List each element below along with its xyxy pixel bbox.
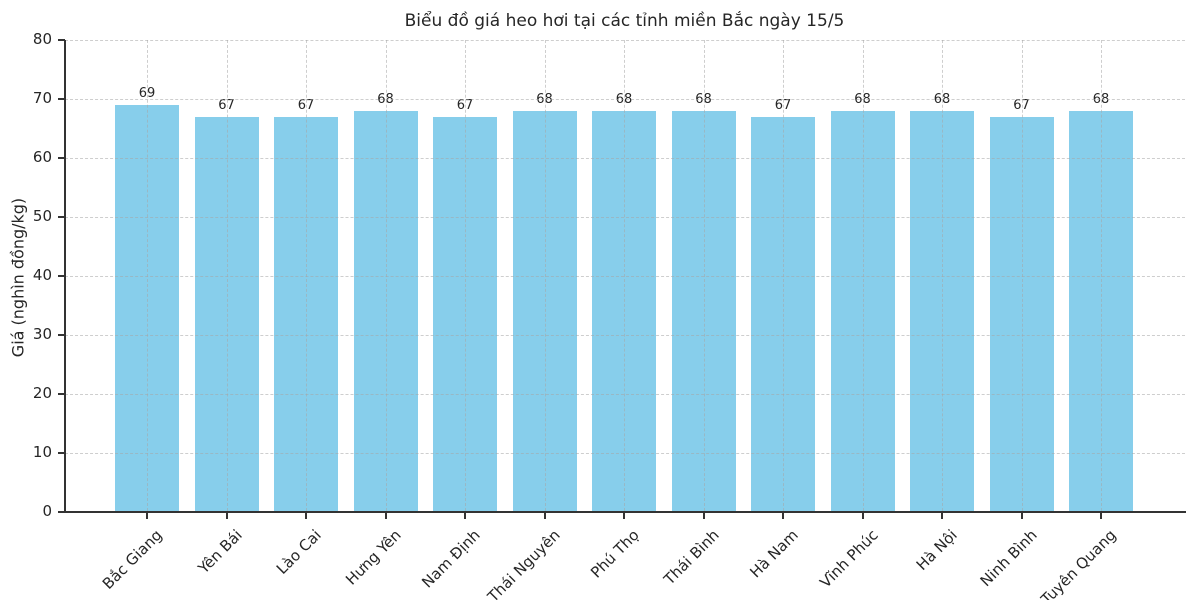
y-tick-label: 50 bbox=[32, 207, 52, 225]
x-tick-mark bbox=[1020, 513, 1023, 519]
x-tick-label: Hà Nam bbox=[746, 526, 802, 582]
chart-title: Biểu đồ giá heo hơi tại các tỉnh miền Bắ… bbox=[404, 11, 845, 31]
y-tick-mark bbox=[58, 39, 65, 41]
bar-value-label: 67 bbox=[297, 97, 315, 113]
x-tick-mark bbox=[702, 513, 705, 519]
x-tick-mark bbox=[146, 513, 148, 519]
x-tick-mark bbox=[861, 513, 864, 519]
bar-value-label: 67 bbox=[456, 97, 474, 113]
y-tick-label: 30 bbox=[32, 325, 52, 343]
x-axis-spine bbox=[64, 511, 1186, 513]
x-tick-label: Thái Nguyên bbox=[483, 526, 564, 600]
x-tick-label: Vĩnh Phúc bbox=[815, 526, 882, 592]
x-tick-mark bbox=[384, 513, 387, 519]
x-tick-label: Nam Định bbox=[418, 526, 484, 592]
y-tick-mark bbox=[58, 511, 65, 513]
x-tick-mark bbox=[225, 513, 228, 519]
y-tick-mark bbox=[58, 275, 65, 277]
x-tick-label: Bắc Giang bbox=[98, 526, 166, 593]
x-tick-mark bbox=[464, 513, 466, 519]
y-tick-mark bbox=[58, 98, 65, 100]
y-tick-mark bbox=[58, 157, 65, 159]
y-tick-label: 0 bbox=[42, 502, 52, 520]
x-tick-label: Hưng Yên bbox=[341, 526, 405, 589]
x-tick-label: Hà Nội bbox=[912, 526, 961, 574]
x-tick-mark bbox=[1100, 513, 1102, 519]
y-tick-label: 70 bbox=[32, 89, 52, 107]
x-tick-label: Thái Bình bbox=[659, 526, 723, 589]
x-tick-label: Yên Bái bbox=[194, 526, 246, 578]
y-tick-mark bbox=[58, 452, 65, 454]
x-tick-mark bbox=[941, 513, 943, 519]
y-tick-mark bbox=[58, 393, 65, 395]
y-tick-mark bbox=[58, 334, 65, 336]
y-tick-label: 80 bbox=[32, 30, 52, 48]
bar-value-label: 67 bbox=[1013, 97, 1030, 113]
x-tick-label: Lào Cai bbox=[272, 526, 325, 578]
x-tick-mark bbox=[782, 513, 784, 519]
y-tick-label: 60 bbox=[32, 148, 52, 166]
bar-value-label: 67 bbox=[774, 97, 792, 113]
bar-value-label: 69 bbox=[138, 85, 156, 101]
x-tick-label: Tuyên Quang bbox=[1037, 526, 1120, 600]
bar-value-label: 67 bbox=[218, 97, 235, 113]
y-tick-label: 10 bbox=[32, 443, 52, 461]
x-tick-mark bbox=[305, 513, 307, 519]
x-tick-label: Ninh Bình bbox=[976, 526, 1041, 591]
y-tick-label: 40 bbox=[32, 266, 52, 284]
y-tick-mark bbox=[58, 216, 65, 218]
y-tick-label: 20 bbox=[32, 384, 52, 402]
x-tick-mark bbox=[543, 513, 546, 519]
x-tick-label: Phú Thọ bbox=[587, 526, 643, 582]
x-tick-mark bbox=[623, 513, 625, 519]
